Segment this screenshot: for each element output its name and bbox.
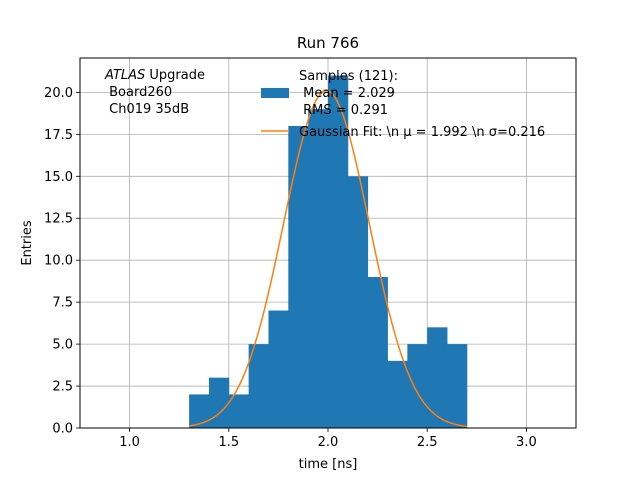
histogram-bar — [288, 125, 309, 429]
x-tick-label: 2.5 — [417, 435, 438, 450]
y-tick-label: 10.0 — [44, 254, 73, 269]
x-axis-label: time [ns] — [299, 457, 358, 472]
annotation-upgrade: Upgrade — [145, 68, 205, 83]
annotation-atlas: ATLAS — [104, 68, 145, 83]
y-tick-label: 20.0 — [44, 86, 73, 101]
legend: Samples (121): Mean = 2.029 RMS = 0.291 … — [261, 69, 545, 140]
legend-samples-line-1: Samples (121): — [299, 69, 398, 84]
y-tick-label: 15.0 — [44, 170, 73, 185]
y-tick-label: 17.5 — [44, 128, 73, 143]
x-tick-label: 3.0 — [516, 435, 537, 450]
atlas-annotation: ATLAS Upgrade Board260 Ch019 35dB — [104, 68, 205, 117]
histogram-bar — [208, 377, 230, 428]
histogram-bar — [328, 75, 349, 428]
x-tick-label: 2.0 — [318, 435, 339, 450]
histogram-bar — [387, 360, 408, 428]
histogram-bar — [228, 394, 250, 428]
x-tick-label: 1.0 — [119, 435, 140, 450]
y-tick-label: 2.5 — [52, 380, 73, 395]
x-axis-ticks: 1.0 1.5 2.0 2.5 3.0 — [119, 428, 537, 450]
histogram-bar — [367, 276, 388, 428]
y-tick-label: 5.0 — [52, 338, 73, 353]
histogram-bar — [268, 310, 289, 428]
histogram-bar — [347, 176, 369, 428]
y-axis-ticks: 0.0 2.5 5.0 7.5 10.0 12.5 15.0 17.5 20.0 — [44, 86, 80, 437]
annotation-line-2: Board260 — [105, 85, 172, 100]
y-tick-label: 12.5 — [44, 212, 73, 227]
histogram-bar — [189, 394, 210, 428]
histogram-bar — [308, 109, 329, 428]
histogram-bar — [427, 327, 448, 428]
histogram-bar — [248, 344, 269, 428]
y-axis-label: Entries — [20, 220, 35, 266]
legend-fit-label: Gaussian Fit: \n μ = 1.992 \n σ=0.216 — [299, 125, 545, 140]
y-tick-label: 0.0 — [52, 422, 73, 437]
gaussian-fit-curve — [189, 89, 467, 428]
x-tick-label: 1.5 — [218, 435, 239, 450]
legend-histogram-patch — [261, 88, 289, 98]
histogram-bar — [447, 344, 468, 428]
chart-title: Run 766 — [297, 34, 359, 52]
legend-samples-line-2: Mean = 2.029 — [299, 86, 395, 101]
y-tick-label: 7.5 — [52, 296, 73, 311]
histogram-bars — [189, 75, 468, 429]
annotation-line-1: ATLAS Upgrade — [104, 68, 205, 83]
fit-curve — [189, 89, 467, 428]
annotation-line-3: Ch019 35dB — [105, 102, 189, 117]
legend-samples-line-3: RMS = 0.291 — [299, 103, 388, 118]
histogram-bar — [407, 344, 428, 428]
